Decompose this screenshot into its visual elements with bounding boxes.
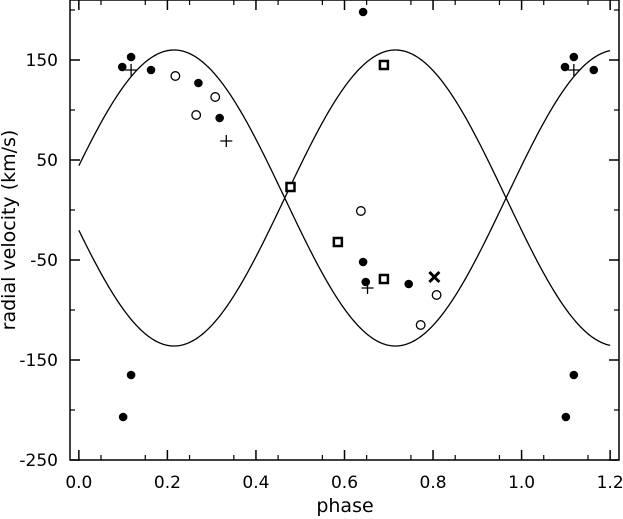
plus-point <box>125 64 138 76</box>
open-circle-point <box>415 320 426 330</box>
x-tick-label: 0.8 <box>420 473 447 493</box>
data-markers <box>117 7 599 422</box>
plus-point <box>361 282 374 294</box>
filled-circle-point <box>358 7 368 17</box>
plus-point <box>220 135 233 147</box>
axis-tick-labels: 0.0 0.2 0.4 0.6 0.8 1.0 1.2 150 50 -50 -150 -250 <box>19 51 623 493</box>
primary-velocity-curve <box>78 49 611 347</box>
filled-circle-point <box>194 78 203 88</box>
x-tick-label: 1.2 <box>597 473 623 493</box>
filled-circle-point <box>126 52 136 62</box>
open-circle-point <box>355 206 366 216</box>
y-axis-label: radial velocity (km/s) <box>0 130 20 331</box>
open-circle-point <box>191 110 202 120</box>
cross-point <box>428 270 441 284</box>
y-tick-label: -150 <box>19 351 58 371</box>
filled-circle-point <box>404 279 413 289</box>
filled-circle-point <box>361 277 371 287</box>
filled-circle-point <box>560 62 570 72</box>
y-tick-label: -250 <box>19 451 58 471</box>
filled-circle-point <box>569 370 579 380</box>
plus-point <box>567 64 580 76</box>
y-tick-label: -50 <box>30 251 58 271</box>
filled-circle-point <box>569 52 579 62</box>
x-tick-label: 0.2 <box>154 473 181 493</box>
x-axis-label: phase <box>316 495 373 517</box>
open-circle-point <box>431 290 442 300</box>
open-square-point <box>285 181 296 193</box>
open-circle-point <box>170 71 181 81</box>
secondary-velocity-curve <box>78 49 611 347</box>
open-square-point <box>378 273 390 285</box>
y-tick-label: 150 <box>26 51 58 71</box>
axis-ticks <box>70 0 619 461</box>
open-circle-point <box>210 92 221 102</box>
filled-circle-point <box>126 370 136 380</box>
x-tick-label: 0.0 <box>65 473 92 493</box>
orbit-curves <box>78 49 611 347</box>
filled-circle-point <box>561 412 571 422</box>
filled-circle-point <box>118 412 128 422</box>
filled-circle-point <box>117 62 127 72</box>
open-square-point <box>332 236 344 248</box>
filled-circle-point <box>215 113 224 123</box>
filled-circle-point <box>358 257 368 267</box>
x-tick-label: 1.0 <box>508 473 535 493</box>
y-tick-label: 50 <box>36 151 58 171</box>
open-square-point <box>378 59 390 71</box>
filled-circle-point <box>589 65 599 75</box>
filled-circle-point <box>146 65 156 75</box>
x-tick-label: 0.4 <box>242 473 269 493</box>
x-tick-label: 0.6 <box>331 473 358 493</box>
